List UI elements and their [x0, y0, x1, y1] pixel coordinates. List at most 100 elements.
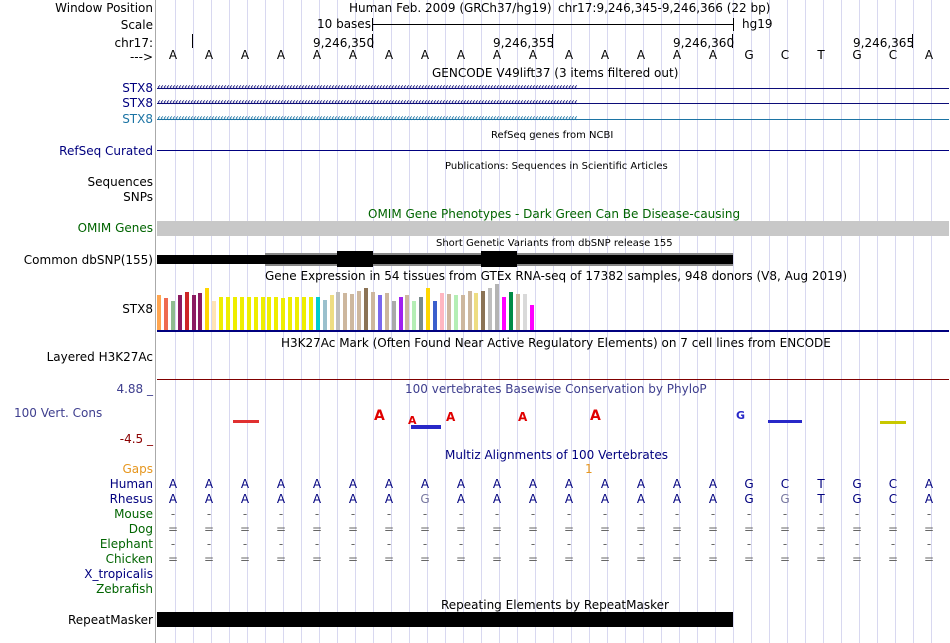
- refseq-curated-label[interactable]: RefSeq Curated: [59, 144, 153, 158]
- gtex-track-title[interactable]: Gene Expression in 54 tissues from GTEx …: [265, 269, 848, 283]
- gtex-tissue-bar[interactable]: [453, 295, 458, 330]
- gtex-tissue-bar[interactable]: [350, 294, 355, 330]
- gtex-tissue-bar[interactable]: [529, 305, 534, 330]
- gtex-tissue-bar[interactable]: [246, 297, 251, 330]
- gtex-tissue-bar[interactable]: [384, 293, 389, 330]
- gtex-tissue-bar[interactable]: [239, 297, 244, 330]
- gtex-tissue-bar[interactable]: [419, 297, 424, 330]
- gtex-tissue-bar[interactable]: [474, 293, 479, 330]
- gtex-tissue-bar[interactable]: [232, 297, 237, 330]
- gtex-tissue-bar[interactable]: [481, 291, 486, 330]
- multiz-species-label[interactable]: Rhesus: [109, 492, 153, 506]
- gtex-tissue-bar[interactable]: [502, 297, 506, 330]
- gtex-tissue-bar[interactable]: [377, 295, 382, 330]
- gtex-tissue-bar[interactable]: [439, 293, 444, 330]
- sequence-base: A: [384, 48, 394, 62]
- gtex-gene-label[interactable]: STX8: [122, 302, 153, 316]
- dbsnp-variant-block[interactable]: [481, 251, 517, 267]
- omim-genes-label[interactable]: OMIM Genes: [77, 221, 153, 235]
- gene-label-stx8[interactable]: STX8: [122, 81, 153, 95]
- gtex-tissue-bar[interactable]: [467, 291, 472, 330]
- gtex-tissue-bar[interactable]: [177, 295, 182, 330]
- gtex-tissue-bar[interactable]: [433, 301, 437, 330]
- gtex-tissue-bar[interactable]: [412, 301, 417, 330]
- gtex-tissue-bar[interactable]: [301, 297, 306, 330]
- gtex-tissue-bar[interactable]: [460, 295, 465, 330]
- publications-snps-label[interactable]: SNPs: [123, 190, 153, 204]
- phylop-track-label[interactable]: 100 Vert. Cons: [14, 406, 103, 420]
- gtex-tissue-bar[interactable]: [405, 295, 410, 330]
- gtex-tissue-bar[interactable]: [274, 297, 279, 330]
- multiz-species-label[interactable]: Human: [109, 477, 153, 491]
- multiz-species-label[interactable]: Chicken: [105, 552, 153, 566]
- gene-strand-stx8[interactable]: ‹‹‹‹‹‹‹‹‹‹‹‹‹‹‹‹‹‹‹‹‹‹‹‹‹‹‹‹‹‹‹‹‹‹‹‹‹‹‹‹…: [157, 113, 949, 125]
- gtex-tissue-bar[interactable]: [184, 292, 189, 330]
- multiz-species-label[interactable]: Dog: [128, 522, 153, 536]
- omim-track-title[interactable]: OMIM Gene Phenotypes - Dark Green Can Be…: [368, 207, 741, 221]
- gtex-tissue-bar[interactable]: [281, 298, 286, 330]
- multiz-base: G: [852, 477, 862, 491]
- gtex-tissue-bar[interactable]: [495, 284, 500, 330]
- gtex-tissue-bar[interactable]: [446, 294, 451, 330]
- gtex-tissue-bar[interactable]: [295, 297, 299, 330]
- repeatmasker-track-title[interactable]: Repeating Elements by RepeatMasker: [441, 598, 669, 612]
- gtex-tissue-bar[interactable]: [515, 294, 520, 330]
- gtex-tissue-bar[interactable]: [508, 292, 513, 330]
- gene-strand-stx8[interactable]: ‹‹‹‹‹‹‹‹‹‹‹‹‹‹‹‹‹‹‹‹‹‹‹‹‹‹‹‹‹‹‹‹‹‹‹‹‹‹‹‹…: [157, 97, 949, 109]
- phylop-track-title[interactable]: 100 vertebrates Basewise Conservation by…: [405, 382, 707, 396]
- gtex-tissue-bar[interactable]: [288, 297, 293, 330]
- gtex-tissue-bar[interactable]: [329, 295, 334, 330]
- gtex-tissue-bar[interactable]: [391, 301, 396, 330]
- gtex-tissue-bar[interactable]: [163, 298, 168, 330]
- gtex-bar-chart[interactable]: [157, 284, 537, 330]
- gtex-tissue-bar[interactable]: [364, 288, 368, 330]
- gene-strand-stx8[interactable]: ‹‹‹‹‹‹‹‹‹‹‹‹‹‹‹‹‹‹‹‹‹‹‹‹‹‹‹‹‹‹‹‹‹‹‹‹‹‹‹‹…: [157, 82, 949, 94]
- dbsnp-variant-bar[interactable]: [157, 255, 265, 264]
- sequence-base: A: [204, 48, 214, 62]
- h3k27ac-label[interactable]: Layered H3K27Ac: [46, 350, 153, 364]
- gtex-tissue-bar[interactable]: [219, 297, 224, 330]
- gtex-tissue-bar[interactable]: [191, 295, 196, 330]
- h3k27ac-track-title[interactable]: H3K27Ac Mark (Often Found Near Active Re…: [281, 336, 831, 350]
- gene-label-stx8[interactable]: STX8: [122, 96, 153, 110]
- gtex-tissue-bar[interactable]: [426, 288, 431, 330]
- multiz-species-label[interactable]: Mouse: [114, 507, 153, 521]
- dbsnp-variant-block[interactable]: [337, 251, 373, 267]
- position-text[interactable]: chr17:9,246,345-9,246,366 (22 bp): [558, 1, 771, 15]
- multiz-species-label[interactable]: Zebrafish: [96, 582, 153, 596]
- publications-sequences-label[interactable]: Sequences: [87, 175, 153, 189]
- gtex-tissue-bar[interactable]: [343, 293, 348, 330]
- omim-gene-bar[interactable]: [157, 221, 949, 236]
- gene-label-stx8[interactable]: STX8: [122, 112, 153, 126]
- gtex-tissue-bar[interactable]: [260, 297, 265, 330]
- gtex-tissue-bar[interactable]: [157, 295, 161, 330]
- publications-track-title[interactable]: Publications: Sequences in Scientific Ar…: [445, 161, 668, 172]
- gtex-tissue-bar[interactable]: [170, 301, 175, 330]
- multiz-species-label[interactable]: X_tropicalis: [84, 567, 153, 581]
- sequence-base: A: [168, 48, 178, 62]
- repeatmasker-element-bar[interactable]: [157, 612, 733, 627]
- gtex-tissue-bar[interactable]: [522, 294, 527, 330]
- gtex-tissue-bar[interactable]: [212, 301, 217, 330]
- gtex-tissue-bar[interactable]: [226, 297, 230, 330]
- refseq-track-title[interactable]: RefSeq genes from NCBI: [491, 130, 614, 141]
- multiz-track-title[interactable]: Multiz Alignments of 100 Vertebrates: [445, 448, 669, 462]
- repeatmasker-label[interactable]: RepeatMasker: [67, 613, 153, 627]
- gtex-tissue-bar[interactable]: [267, 297, 272, 330]
- gencode-track-title[interactable]: GENCODE V49lift37 (3 items filtered out): [432, 66, 679, 80]
- gtex-tissue-bar[interactable]: [205, 288, 210, 330]
- multiz-species-label[interactable]: Elephant: [99, 537, 153, 551]
- gtex-tissue-bar[interactable]: [357, 291, 362, 330]
- gtex-tissue-bar[interactable]: [488, 288, 493, 330]
- gtex-tissue-bar[interactable]: [398, 297, 403, 330]
- gtex-tissue-bar[interactable]: [198, 293, 203, 330]
- gtex-tissue-bar[interactable]: [315, 297, 320, 330]
- refseq-curated-line[interactable]: [157, 150, 949, 151]
- dbsnp-track-title[interactable]: Short Genetic Variants from dbSNP releas…: [436, 238, 673, 249]
- gtex-tissue-bar[interactable]: [308, 297, 313, 330]
- gtex-tissue-bar[interactable]: [370, 292, 375, 330]
- gtex-tissue-bar[interactable]: [253, 297, 258, 330]
- gtex-tissue-bar[interactable]: [336, 292, 341, 330]
- dbsnp-label[interactable]: Common dbSNP(155): [23, 253, 153, 267]
- gtex-tissue-bar[interactable]: [322, 300, 327, 330]
